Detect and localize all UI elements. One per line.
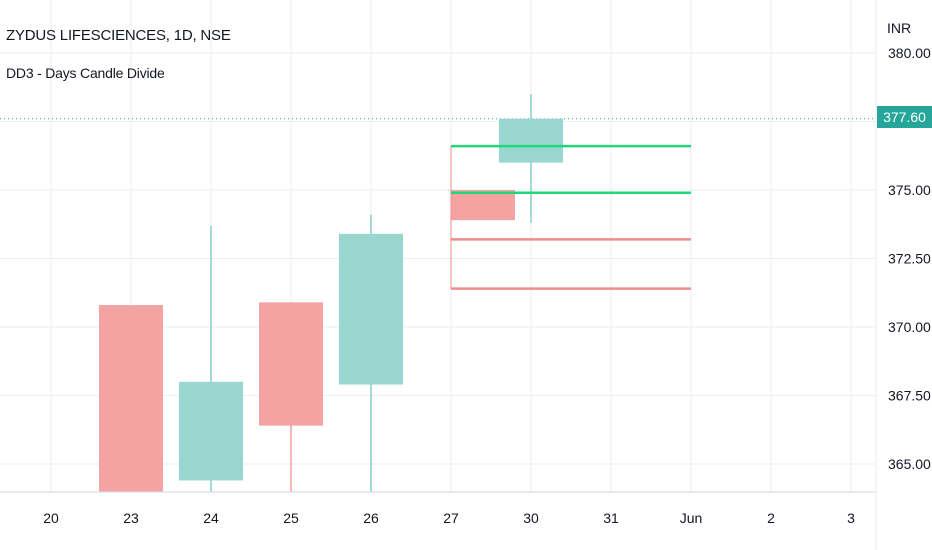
- last-price-tag: 377.60: [877, 106, 932, 128]
- time-tick-label: 23: [123, 510, 139, 526]
- candle-body-down: [451, 190, 515, 221]
- candle-body-up: [339, 233, 403, 385]
- time-tick-label: 2: [767, 510, 775, 526]
- time-tick-label: Jun: [680, 510, 703, 526]
- time-tick-label: 25: [283, 510, 299, 526]
- price-tick-label: 367.50: [888, 388, 931, 404]
- time-tick-label: 20: [43, 510, 59, 526]
- time-tick-label: 24: [203, 510, 219, 526]
- symbol-title[interactable]: ZYDUS LIFESCIENCES, 1D, NSE: [6, 27, 231, 44]
- price-tick-label: 365.00: [888, 456, 931, 472]
- time-tick-label: 3: [847, 510, 855, 526]
- candle-body-up: [179, 381, 243, 481]
- time-tick-label: 30: [523, 510, 539, 526]
- time-tick-label: 26: [363, 510, 379, 526]
- price-tick-label: 370.00: [888, 319, 931, 335]
- time-tick-label: 27: [443, 510, 459, 526]
- price-tick-label: 372.50: [888, 251, 931, 267]
- candle-body-down: [99, 305, 163, 492]
- time-tick-label: 31: [603, 510, 619, 526]
- price-tick-label: 375.00: [888, 182, 931, 198]
- currency-label[interactable]: INR: [887, 20, 912, 36]
- candles: [99, 94, 563, 492]
- candle-body-up: [499, 118, 563, 163]
- price-tick-label: 380.00: [888, 45, 931, 61]
- candle-body-down: [259, 302, 323, 426]
- indicator-levels: [450, 144, 691, 290]
- indicator-legend[interactable]: DD3 - Days Candle Divide: [6, 65, 165, 81]
- time-axis[interactable]: 20 23 24 25 26 27 30 31 Jun 2 3: [43, 510, 855, 526]
